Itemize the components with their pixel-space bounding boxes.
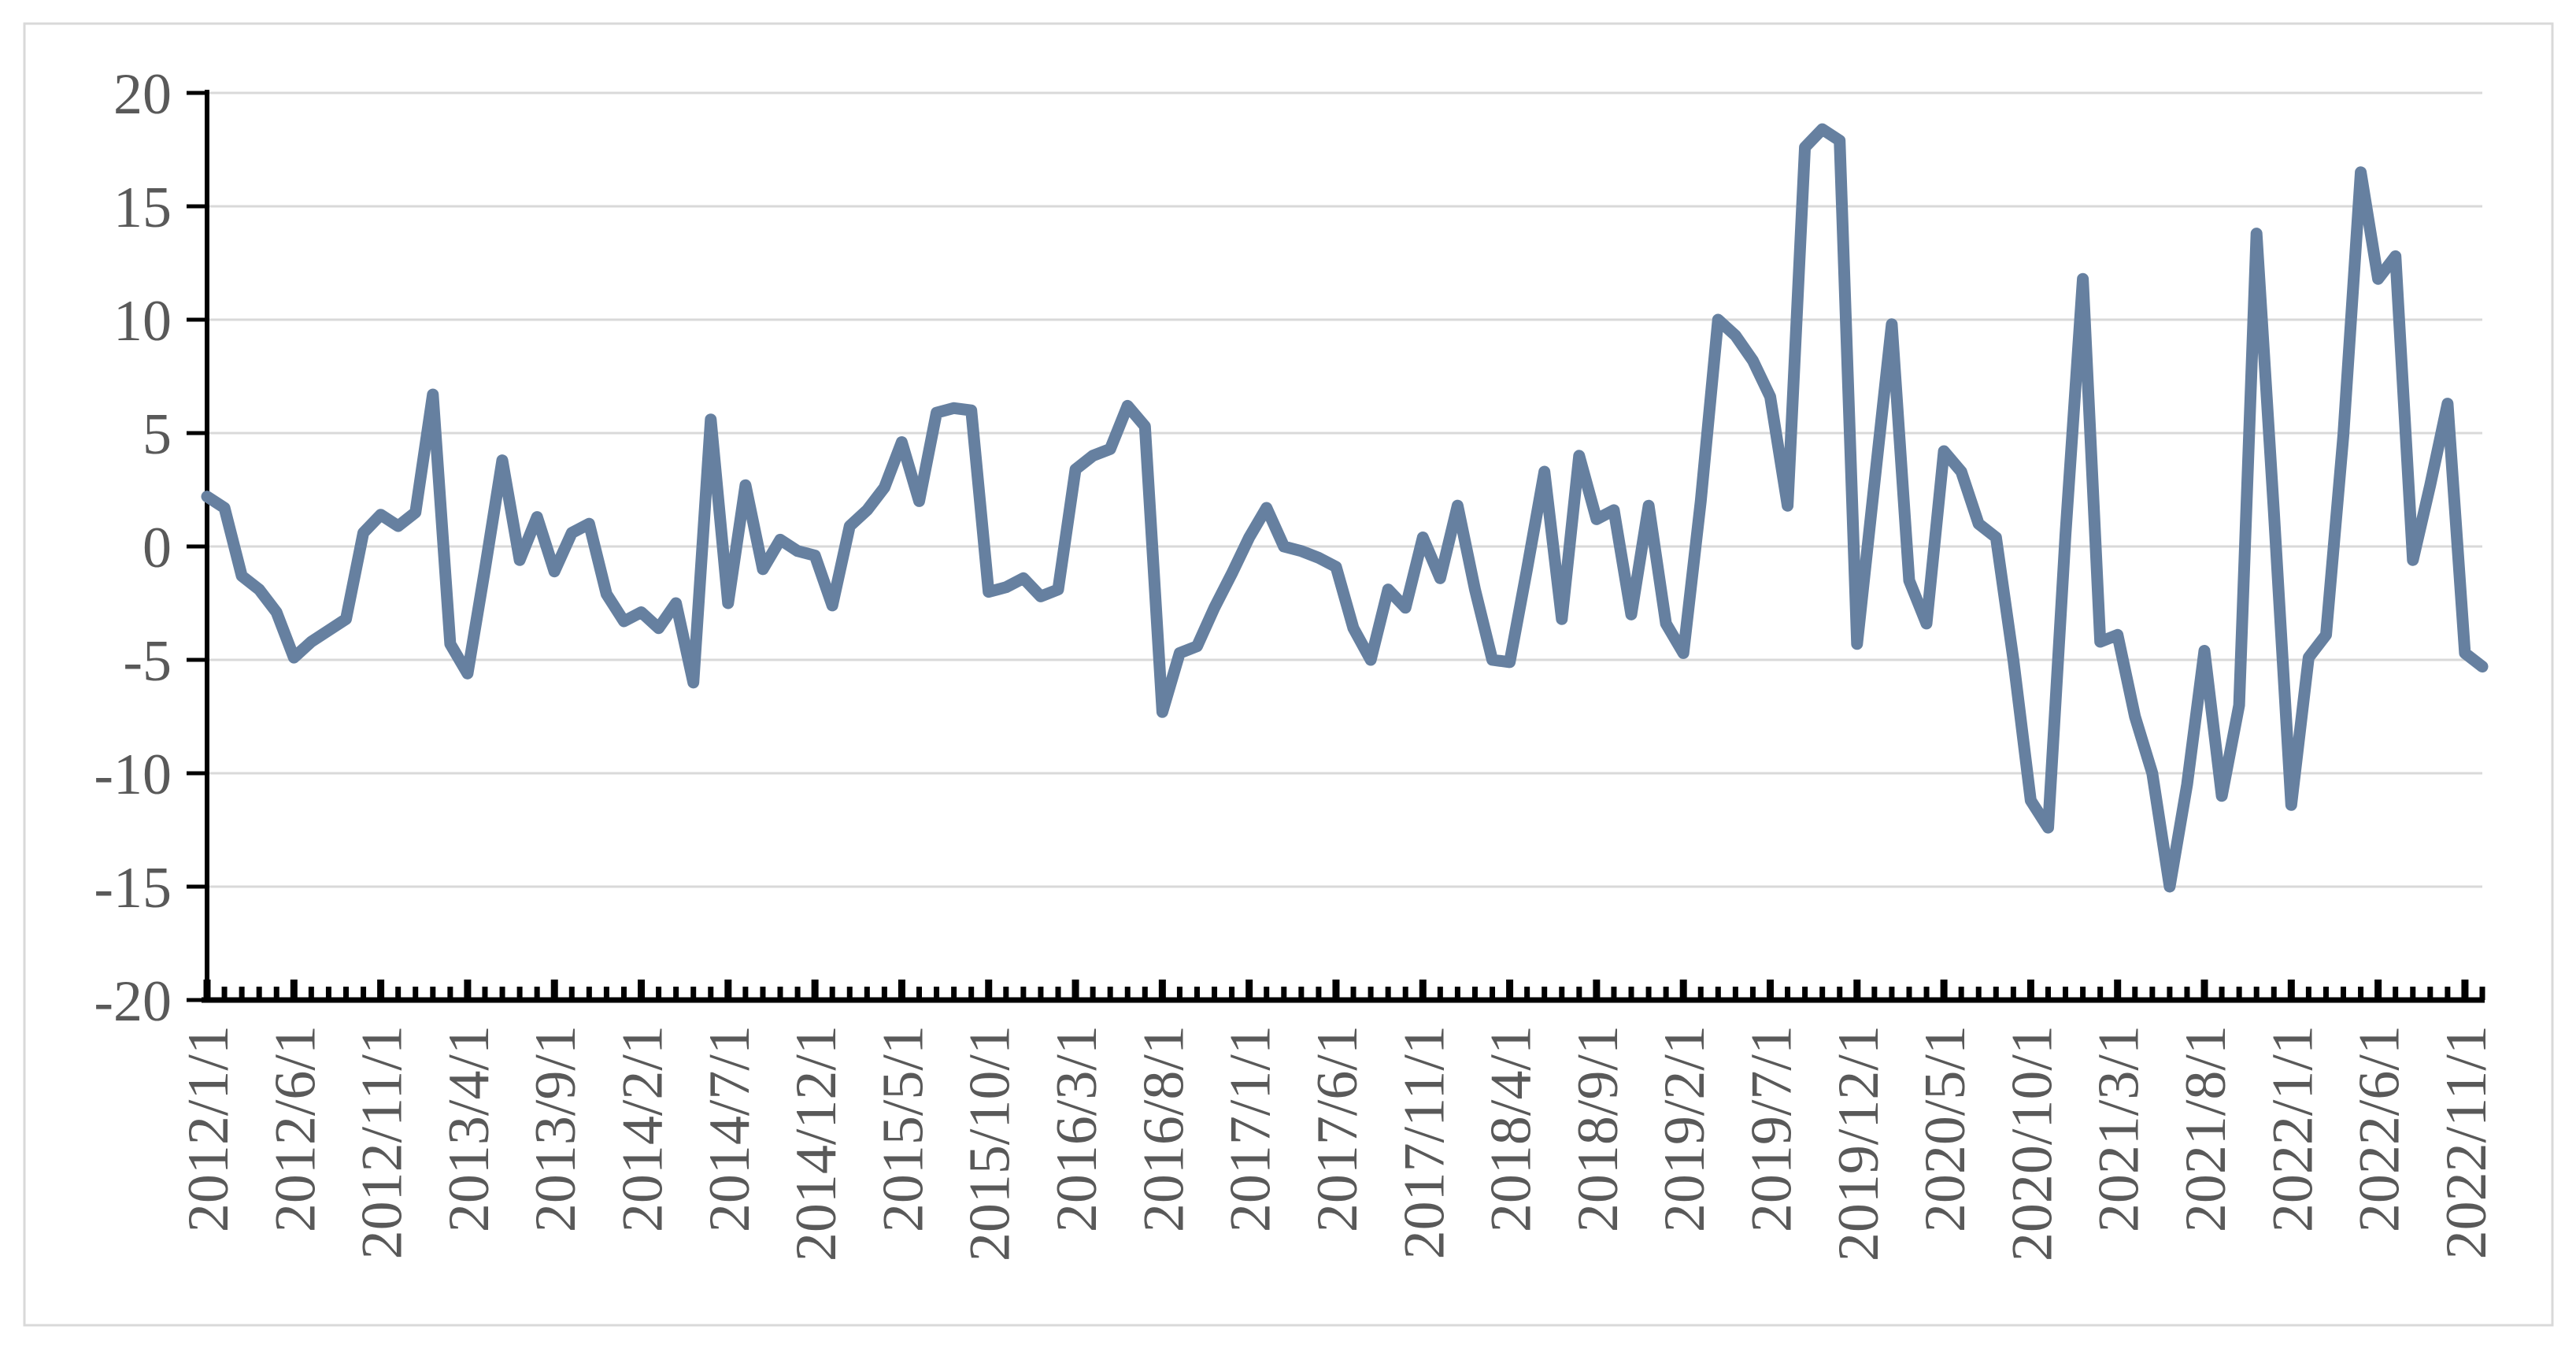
x-axis-label: 2012/6/1 xyxy=(263,1025,328,1232)
x-axis-label: 2015/10/1 xyxy=(958,1025,1023,1261)
y-axis-label: 10 xyxy=(113,289,172,354)
x-axis-label: 2016/3/1 xyxy=(1045,1025,1109,1232)
x-axis-label: 2022/6/1 xyxy=(2348,1025,2412,1232)
x-axis-labels: 2012/1/1 2012/6/1 2012/11/1 2013/4/1 2013/9/… xyxy=(176,1025,2499,1261)
x-axis-label: 2019/12/1 xyxy=(1827,1025,1891,1261)
x-axis-label: 2016/8/1 xyxy=(1131,1025,1196,1232)
y-axis-label: -15 xyxy=(94,856,172,920)
x-axis-label: 2021/3/1 xyxy=(2087,1025,2152,1232)
y-axis-label: -10 xyxy=(94,743,172,807)
y-axis-label: -5 xyxy=(123,629,172,694)
x-axis-label: 2022/1/1 xyxy=(2260,1025,2325,1232)
gridlines xyxy=(207,91,2482,888)
series xyxy=(201,123,2489,893)
x-axis-ticks xyxy=(203,980,2485,1000)
x-axis-label: 2014/7/1 xyxy=(698,1025,762,1232)
x-axis-label: 2013/4/1 xyxy=(437,1025,502,1232)
x-axis-label: 2014/12/1 xyxy=(784,1025,849,1261)
x-axis-label: 2017/1/1 xyxy=(1219,1025,1283,1232)
y-axis-label: 15 xyxy=(113,176,172,240)
x-axis-label: 2021/8/1 xyxy=(2174,1025,2238,1232)
x-axis-label: 2015/5/1 xyxy=(871,1025,935,1232)
x-axis-label: 2017/11/1 xyxy=(1392,1025,1456,1259)
x-axis-label: 2012/1/1 xyxy=(176,1025,241,1232)
series-line xyxy=(201,123,2489,893)
x-axis-label: 2013/9/1 xyxy=(524,1025,588,1232)
x-axis-label: 2022/11/1 xyxy=(2434,1025,2499,1259)
x-axis-label: 2018/4/1 xyxy=(1479,1025,1544,1232)
y-axis-label: 20 xyxy=(113,62,172,127)
x-axis-label: 2020/10/1 xyxy=(2000,1025,2064,1261)
y-axis-label: -20 xyxy=(94,969,172,1034)
x-axis-label: 2020/5/1 xyxy=(1913,1025,1978,1232)
x-axis-label: 2017/6/1 xyxy=(1305,1025,1370,1232)
y-axis-labels: 20 15 10 5 0 -5 -10 -15 -20 xyxy=(94,62,172,1034)
x-axis-label: 2012/11/1 xyxy=(350,1025,415,1259)
x-axis-label: 2019/7/1 xyxy=(1739,1025,1804,1232)
x-axis-label: 2014/2/1 xyxy=(611,1025,675,1232)
x-axis-label: 2019/2/1 xyxy=(1653,1025,1717,1232)
x-axis-label: 2018/9/1 xyxy=(1566,1025,1630,1232)
y-axis-label: 5 xyxy=(142,402,172,467)
y-axis-label: 0 xyxy=(142,516,172,580)
